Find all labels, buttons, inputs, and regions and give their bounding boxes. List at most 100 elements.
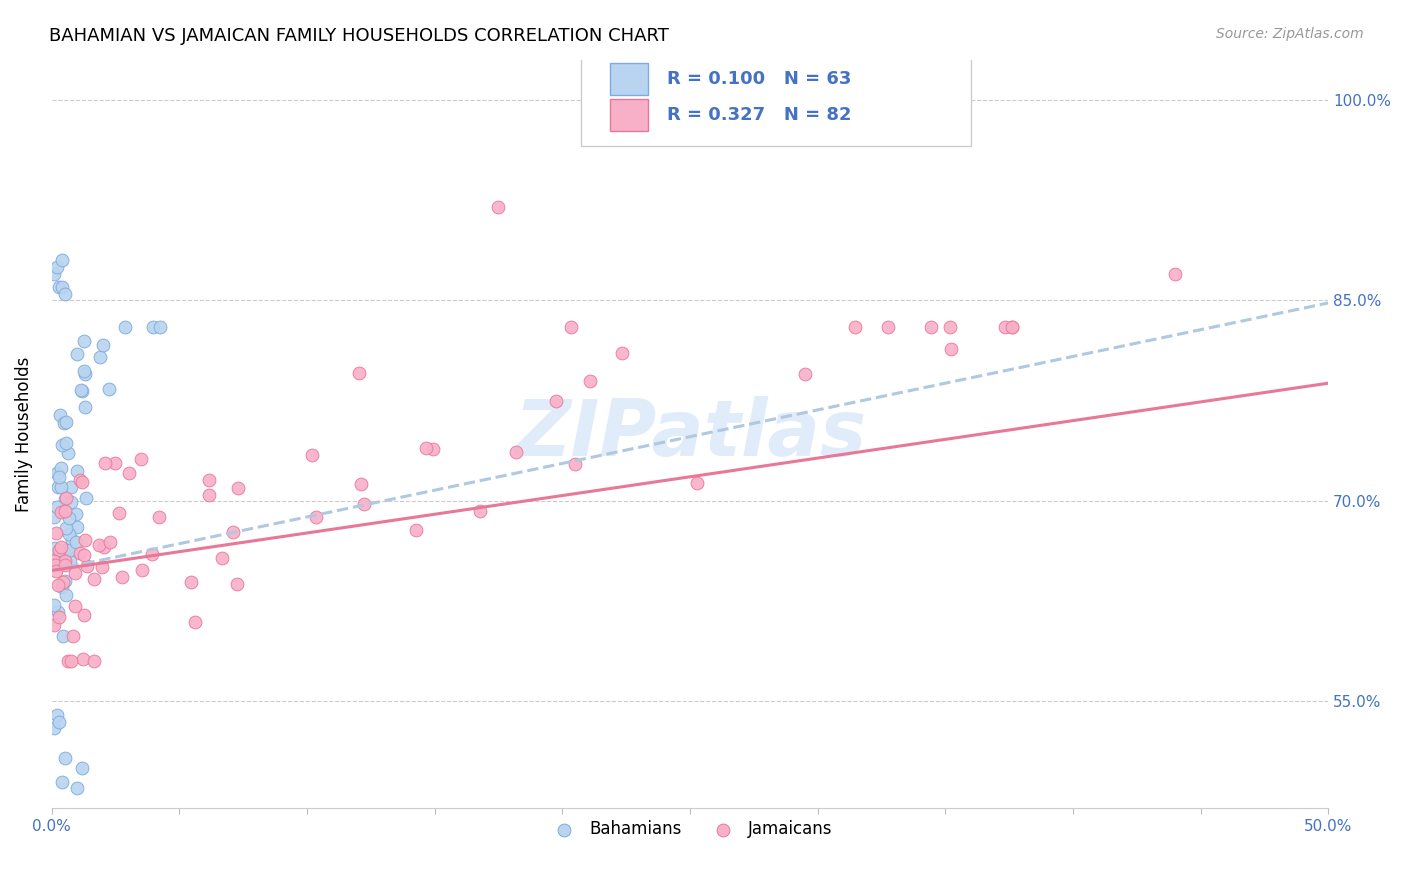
Point — [564, 457, 586, 471]
Point — [53, 504, 76, 518]
Point — [148, 510, 170, 524]
Text: R = 0.100   N = 63: R = 0.100 N = 63 — [666, 70, 852, 88]
Point — [44, 558, 66, 572]
Point — [65, 507, 87, 521]
Point — [87, 538, 110, 552]
Point — [60, 494, 83, 508]
Point — [45, 707, 67, 722]
Point — [876, 320, 898, 334]
Point — [994, 320, 1017, 334]
Legend: Bahamians, Jamaicans: Bahamians, Jamaicans — [541, 814, 839, 845]
Point — [51, 253, 73, 268]
Point — [45, 500, 67, 514]
Point — [72, 608, 94, 623]
Point — [52, 629, 75, 643]
Point — [51, 581, 73, 595]
Point — [211, 550, 233, 565]
Point — [114, 320, 136, 334]
Point — [938, 320, 960, 334]
Point — [55, 543, 77, 558]
Point — [49, 505, 72, 519]
Point — [51, 774, 73, 789]
Point — [48, 609, 70, 624]
Point — [73, 401, 96, 415]
Point — [93, 541, 115, 555]
Point — [73, 533, 96, 547]
Point — [51, 438, 73, 452]
Text: BAHAMIAN VS JAMAICAN FAMILY HOUSEHOLDS CORRELATION CHART: BAHAMIAN VS JAMAICAN FAMILY HOUSEHOLDS C… — [49, 27, 669, 45]
Point — [66, 520, 89, 534]
Point — [44, 721, 66, 735]
Point — [415, 441, 437, 455]
Point — [1164, 267, 1187, 281]
Point — [350, 477, 373, 491]
Y-axis label: Family Households: Family Households — [15, 356, 32, 512]
Point — [131, 563, 153, 577]
Point — [353, 497, 375, 511]
Point — [920, 320, 942, 334]
Point — [63, 599, 86, 614]
Point — [70, 475, 93, 490]
Point — [129, 452, 152, 467]
Point — [55, 589, 77, 603]
Text: Source: ZipAtlas.com: Source: ZipAtlas.com — [1216, 27, 1364, 41]
Point — [1001, 320, 1024, 334]
Point — [73, 334, 96, 348]
Point — [53, 417, 76, 431]
Point — [546, 394, 568, 409]
Point — [142, 320, 165, 334]
Point — [53, 492, 76, 507]
Point — [60, 533, 83, 548]
Point — [198, 488, 221, 502]
Point — [45, 466, 67, 480]
Point — [66, 347, 89, 361]
Point — [118, 466, 141, 480]
Point — [55, 415, 77, 429]
Point — [48, 469, 70, 483]
Point — [55, 491, 77, 505]
Point — [180, 575, 202, 590]
Point — [75, 491, 97, 505]
Point — [49, 541, 72, 555]
Point — [104, 456, 127, 470]
Point — [70, 384, 93, 398]
Point — [53, 750, 76, 764]
Point — [66, 463, 89, 477]
Point — [44, 510, 66, 524]
Point — [48, 280, 70, 294]
Point — [51, 280, 73, 294]
Point — [91, 338, 114, 352]
Point — [59, 654, 82, 668]
Point — [225, 577, 247, 591]
Point — [578, 374, 600, 388]
Point — [45, 260, 67, 274]
Point — [422, 442, 444, 456]
Point — [94, 457, 117, 471]
Point — [198, 473, 221, 487]
Point — [49, 408, 72, 422]
Point — [58, 554, 80, 568]
Point — [48, 714, 70, 729]
Point — [44, 564, 66, 578]
Point — [45, 526, 67, 541]
Point — [83, 654, 105, 668]
Point — [44, 267, 66, 281]
Point — [44, 541, 66, 556]
Point — [560, 320, 582, 334]
Point — [226, 481, 249, 495]
Point — [60, 480, 83, 494]
Point — [347, 366, 370, 380]
Point — [939, 342, 962, 356]
Point — [149, 320, 172, 334]
Point — [48, 480, 70, 494]
Point — [55, 521, 77, 535]
Point — [73, 364, 96, 378]
Point — [51, 480, 73, 494]
Point — [66, 781, 89, 796]
Point — [89, 350, 111, 364]
Point — [59, 543, 82, 558]
Point — [49, 548, 72, 562]
Point — [505, 445, 527, 459]
Point — [111, 570, 134, 584]
Point — [55, 574, 77, 588]
